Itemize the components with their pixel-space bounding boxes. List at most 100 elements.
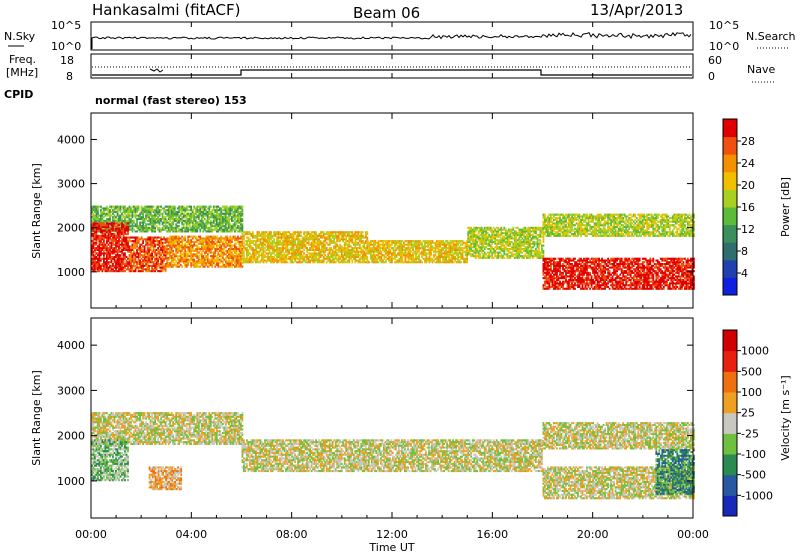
echo-cell xyxy=(147,263,149,265)
echo-cell xyxy=(222,255,224,257)
echo-cell xyxy=(135,206,137,208)
echo-cell xyxy=(242,218,244,220)
echo-cell xyxy=(462,252,464,254)
echo-cell xyxy=(326,242,328,244)
beam-title: Beam 06 xyxy=(353,4,420,22)
echo-cell xyxy=(178,243,180,245)
echo-cell xyxy=(139,252,141,254)
echo-cell xyxy=(187,230,189,232)
echo-cell xyxy=(142,213,144,215)
echo-cell xyxy=(211,230,213,232)
echo-cell xyxy=(123,260,125,262)
echo-cell xyxy=(412,254,414,256)
echo-cell xyxy=(409,252,411,254)
echo-cell xyxy=(257,251,259,253)
freq-glitch xyxy=(150,69,163,72)
echo-cell xyxy=(317,235,319,237)
echo-cell xyxy=(135,230,137,232)
echo-cell xyxy=(320,233,322,235)
echo-cell xyxy=(186,207,188,209)
echo-cell xyxy=(287,244,289,246)
echo-cell xyxy=(195,223,197,225)
echo-cell xyxy=(248,237,250,239)
echo-cell xyxy=(487,237,489,239)
echo-cell xyxy=(210,206,212,208)
echo-cell xyxy=(135,223,137,225)
echo-cell xyxy=(242,215,244,217)
echo-cell xyxy=(106,215,108,217)
echo-cell xyxy=(106,254,108,256)
echo-cell xyxy=(124,258,126,260)
echo-cell xyxy=(354,233,356,235)
echo-cell xyxy=(491,246,493,248)
echo-cell xyxy=(151,207,153,209)
echo-cell xyxy=(294,240,296,242)
echo-cell xyxy=(226,223,228,225)
echo-cell xyxy=(460,261,462,263)
echo-cell xyxy=(252,233,254,235)
echo-cell xyxy=(257,233,259,235)
echo-cell xyxy=(144,220,146,222)
echo-cell xyxy=(175,223,177,225)
echo-cell xyxy=(202,230,204,232)
echo-cell xyxy=(117,252,119,254)
echo-cell xyxy=(160,237,162,239)
echo-cell xyxy=(436,260,438,262)
echo-cell xyxy=(257,258,259,260)
echo-cell xyxy=(332,233,334,235)
echo-cell xyxy=(462,244,464,246)
echo-cell xyxy=(257,260,259,262)
echo-cell xyxy=(165,258,167,260)
noise-tick-top-right: 10^5 xyxy=(709,19,739,32)
echo-cell xyxy=(351,238,353,240)
echo-cell xyxy=(97,213,99,215)
echo-cell xyxy=(120,235,122,237)
echo-cell xyxy=(207,223,209,225)
echo-cell xyxy=(236,250,238,252)
echo-cell xyxy=(317,244,319,246)
echo-cell xyxy=(106,263,108,265)
echo-cell xyxy=(99,270,101,272)
echo-cell xyxy=(231,230,233,232)
echo-cell xyxy=(135,254,137,256)
echo-cell xyxy=(242,225,244,227)
echo-cell xyxy=(234,230,236,232)
echo-cell xyxy=(257,244,259,246)
echo-cell xyxy=(135,270,137,272)
echo-cell xyxy=(165,218,167,220)
echo-cell xyxy=(231,239,233,241)
echo-cell xyxy=(234,213,236,215)
freq-tick-bottom: 8 xyxy=(66,70,73,83)
echo-cell xyxy=(391,244,393,246)
echo-cell xyxy=(496,255,498,257)
echo-cell xyxy=(105,233,107,235)
echo-cell xyxy=(111,260,113,262)
echo-cell xyxy=(196,229,198,231)
noise-left-label: N.Sky xyxy=(4,30,36,43)
echo-cell xyxy=(333,238,335,240)
echo-cell xyxy=(351,260,353,262)
echo-cell xyxy=(165,270,167,272)
echo-cell xyxy=(181,266,183,268)
echo-cell xyxy=(103,238,105,240)
echo-cell xyxy=(479,253,481,255)
echo-cell xyxy=(165,206,167,208)
echo-cell xyxy=(156,268,158,270)
echo-cell xyxy=(345,261,347,263)
echo-cell xyxy=(466,260,468,262)
echo-cell xyxy=(376,249,378,251)
echo-cell xyxy=(151,258,153,260)
echo-cell xyxy=(187,253,189,255)
echo-cell xyxy=(233,259,235,261)
echo-cell xyxy=(220,207,222,209)
echo-cell xyxy=(135,237,137,239)
echo-cell xyxy=(112,230,114,232)
echo-cell xyxy=(174,259,176,261)
echo-cell xyxy=(223,248,225,250)
echo-cell xyxy=(135,265,137,267)
echo-cell xyxy=(178,225,180,227)
echo-cell xyxy=(106,209,108,211)
echo-cell xyxy=(258,252,260,254)
